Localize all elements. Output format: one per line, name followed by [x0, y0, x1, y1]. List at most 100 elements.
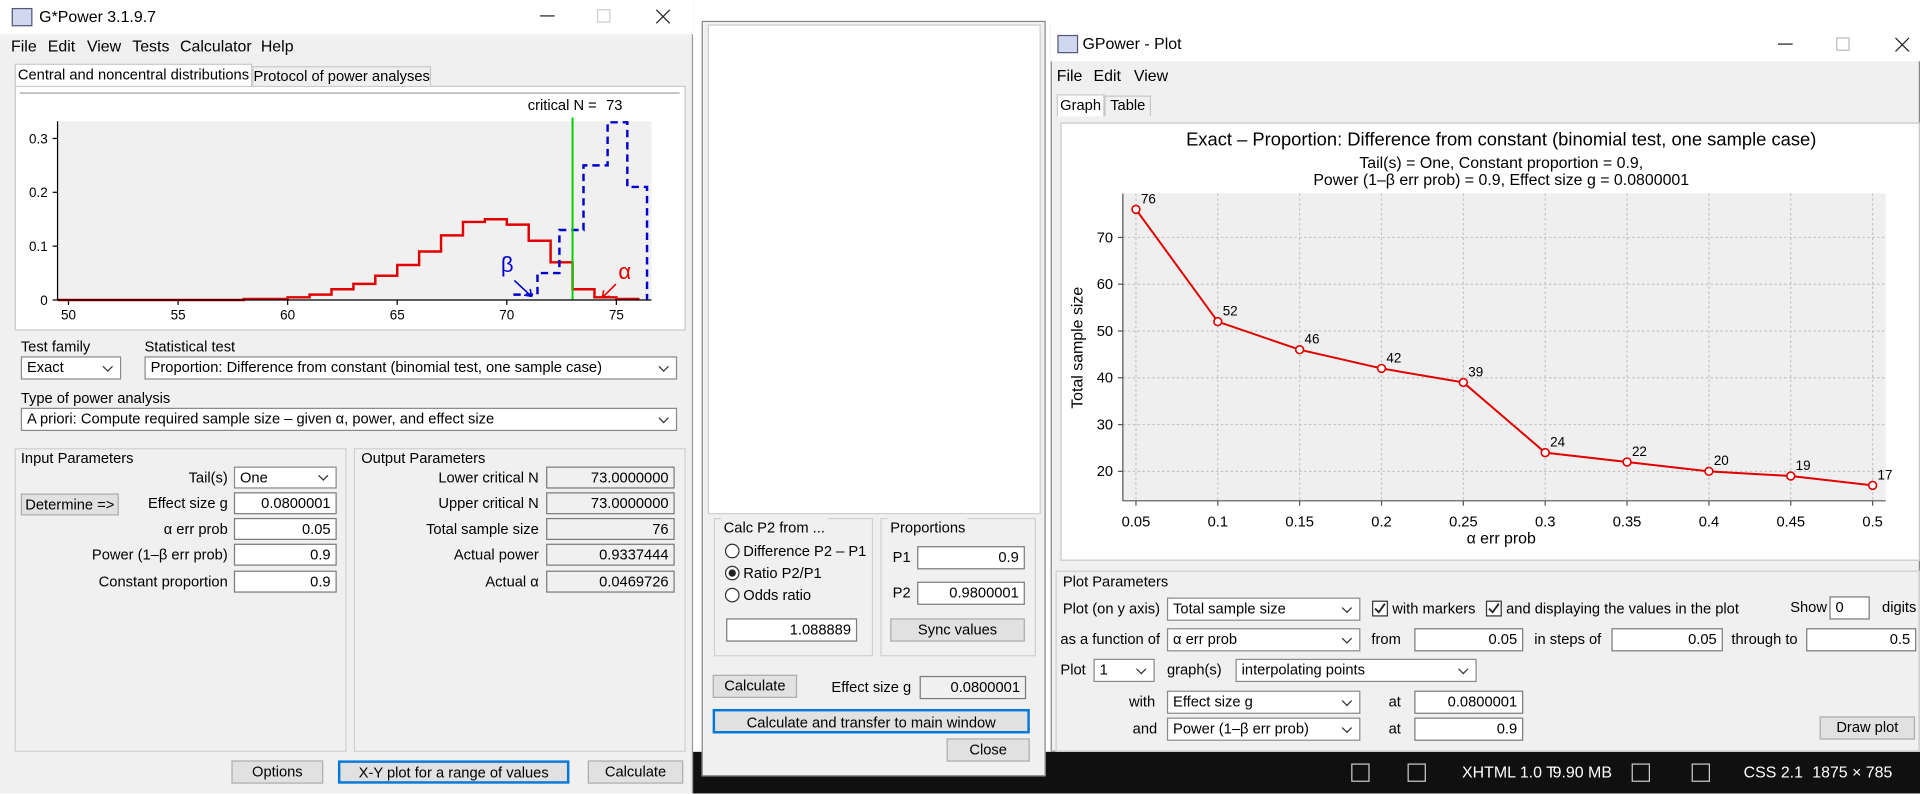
tab[interactable]: Table [1104, 95, 1152, 117]
label: Test family [20, 337, 91, 356]
tab[interactable]: Graph [1056, 94, 1105, 117]
label: in steps of [1534, 630, 1602, 648]
status-item[interactable]: CSS 2.1 [1743, 762, 1803, 782]
text-field[interactable]: 0.9 [1414, 717, 1524, 741]
field-label: Constant proportion [98, 573, 228, 591]
graph-panel [1060, 122, 1920, 561]
radio-label[interactable]: Odds ratio [743, 586, 812, 604]
radio-label[interactable]: Ratio P2/P1 [743, 564, 822, 582]
combo-box[interactable]: Power (1–β err prob) [1166, 717, 1361, 741]
button[interactable]: Determine => [20, 493, 119, 516]
menu-item[interactable]: Edit [1093, 66, 1121, 85]
menu-item[interactable]: View [86, 36, 122, 56]
label: Type of power analysis [20, 389, 171, 407]
button[interactable]: Draw plot [1819, 716, 1916, 740]
text-field[interactable]: 0.0800001 [233, 492, 337, 515]
text-field[interactable]: 0.5 [1806, 628, 1917, 652]
menu-item[interactable]: Tests [132, 36, 170, 56]
panel-title: Plot Parameters [1062, 573, 1169, 591]
menu-item[interactable]: File [1056, 66, 1083, 85]
status-item[interactable]: 1875 × 785 [1812, 762, 1893, 782]
tab[interactable]: Central and noncentral distributions [14, 63, 253, 86]
button[interactable]: Close [946, 738, 1030, 762]
button[interactable]: Calculate [712, 674, 798, 698]
text-field[interactable]: 0.9 [233, 543, 337, 566]
button[interactable]: X-Y plot for a range of values [337, 760, 570, 784]
text-field[interactable]: 0.05 [233, 517, 337, 541]
label: at [1388, 693, 1401, 711]
field-label: α err prob [163, 520, 228, 538]
button[interactable]: Calculate and transfer to main window [712, 708, 1030, 734]
input-panel [14, 448, 347, 752]
output-field: 76 [546, 517, 675, 541]
field-label: Actual α [485, 573, 539, 591]
menu-item[interactable]: Edit [47, 36, 76, 56]
label: through to [1731, 630, 1798, 648]
field-label: Upper critical N [438, 494, 539, 512]
combo-box[interactable]: interpolating points [1235, 658, 1477, 683]
label: Plot (on y axis) [1062, 600, 1161, 618]
label: at [1388, 720, 1401, 738]
button[interactable]: Sync values [890, 618, 1025, 642]
group-title: Calc P2 from ... [721, 517, 828, 538]
panel-title: Output Parameters [361, 449, 486, 467]
text-field[interactable]: 0.05 [1611, 628, 1723, 652]
field-label: P1 [892, 548, 911, 566]
button[interactable]: Calculate [587, 760, 684, 784]
text-field[interactable]: 0.9 [233, 570, 337, 593]
field-label: Lower critical N [438, 468, 539, 487]
output-field: 73.0000000 [546, 466, 675, 489]
label: with [1128, 693, 1156, 711]
label: graph(s) [1166, 661, 1222, 679]
radio-label[interactable]: Difference P2 – P1 [743, 542, 867, 560]
text-field[interactable]: 1.088889 [726, 618, 858, 642]
menu-item[interactable]: Calculator [180, 36, 252, 56]
status-item[interactable]: XHTML 1.0 T [1462, 762, 1556, 782]
combo-box[interactable]: Proportion: Difference from constant (bi… [144, 356, 678, 380]
panel-title: Input Parameters [20, 449, 134, 467]
output-field: 0.0800001 [919, 675, 1027, 700]
field-label: Power (1–β err prob) [91, 546, 228, 564]
combo-box[interactable]: Effect size g [1166, 690, 1361, 714]
menu-item[interactable]: Help [260, 36, 294, 56]
combo-box[interactable]: Total sample size [1166, 597, 1361, 621]
dialog-blank-area [707, 24, 1041, 515]
distribution-panel [14, 85, 686, 331]
text-field[interactable]: 0.9 [917, 546, 1025, 570]
window-title: G*Power 3.1.9.7 [39, 7, 156, 26]
label: from [1371, 630, 1401, 648]
checkbox-label[interactable]: and displaying the values in the plot [1506, 600, 1739, 618]
combo-box[interactable]: Exact [20, 356, 122, 380]
combo-box[interactable]: α err prob [1166, 628, 1361, 652]
combo-box[interactable]: One [233, 466, 337, 489]
label: Show [1790, 598, 1827, 616]
text-field[interactable]: 0.9800001 [917, 581, 1025, 605]
tab[interactable]: Protocol of power analyses [252, 66, 432, 86]
combo-box[interactable]: 1 [1093, 658, 1155, 683]
label: Plot [1060, 661, 1086, 679]
status-item[interactable]: 9.90 MB [1552, 762, 1612, 782]
field-label: Tail(s) [188, 468, 228, 487]
title-bar [0, 0, 694, 35]
checkbox-label[interactable]: with markers [1392, 600, 1476, 618]
button[interactable]: Options [231, 760, 324, 784]
label: digits [1882, 598, 1917, 616]
label: and [1132, 720, 1158, 738]
spinner[interactable]: 0 [1829, 596, 1870, 620]
field-label: P2 [892, 584, 911, 602]
group-title: Proportions [887, 517, 968, 538]
output-field: 0.9337444 [546, 543, 675, 566]
menu-item[interactable]: File [11, 36, 37, 56]
plot-title-bar [1050, 24, 1920, 62]
label: as a function of [1060, 630, 1161, 648]
output-field: 0.0469726 [546, 570, 675, 593]
menu-item[interactable]: View [1133, 66, 1169, 85]
text-field[interactable]: 0.0800001 [1414, 690, 1524, 714]
text-field[interactable]: 0.05 [1414, 628, 1524, 652]
field-label: Effect size g [831, 678, 912, 696]
label: Statistical test [144, 337, 236, 356]
combo-box[interactable]: A priori: Compute required sample size –… [20, 407, 678, 432]
field-label: Effect size g [147, 494, 228, 512]
